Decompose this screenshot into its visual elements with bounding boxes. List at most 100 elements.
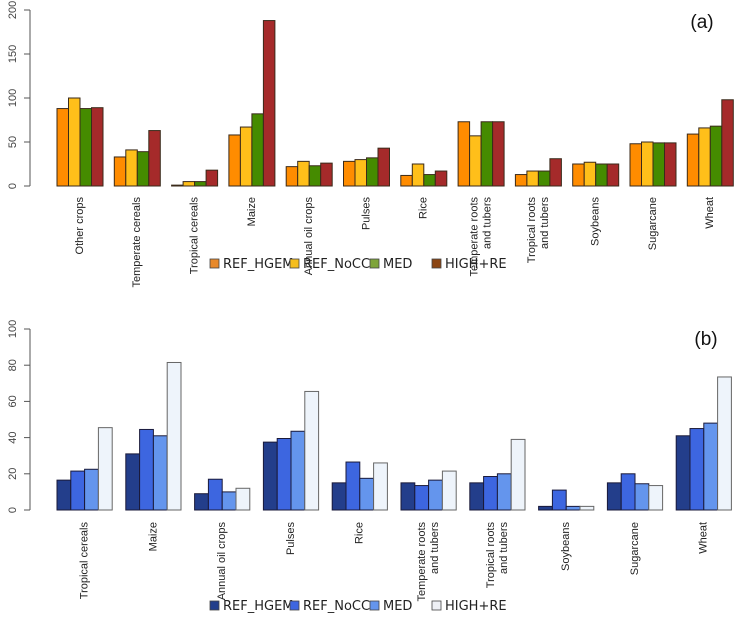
bar-high-re [166,361,182,511]
category-label: Sugarcane [647,197,659,250]
bar-med [152,435,168,511]
category-label: Tropical roots [526,197,538,264]
bar-high-re [664,142,677,187]
category-label: Soybeans [560,522,572,571]
category-label: and tubers [429,522,441,574]
category-label: Pulses [285,522,297,556]
category-label: Other crops [74,197,86,255]
bar-ref-hgem [469,482,485,511]
category-label: Wheat [698,522,710,554]
category-label: Temperate cereals [131,197,143,288]
bar-ref-hgem [262,441,278,511]
category-label: Rice [354,522,366,544]
legend-swatch [431,258,442,269]
y-tick-label: 40 [7,431,19,443]
bar-high-re [606,163,620,187]
bar-ref-hgem [675,435,691,511]
bar-med [136,151,150,187]
bar-ref-hgem [514,174,528,187]
legend-swatch [369,600,380,611]
bar-ref-nocc [70,470,86,511]
category-label: and tubers [482,197,494,249]
bar-ref-nocc [551,489,567,511]
bar-med [428,479,443,511]
bar-high-re [235,487,251,511]
bar-ref-hgem [125,453,141,511]
panel-label: (a) [690,12,713,33]
bar-ref-nocc [125,149,138,187]
bar-ref-nocc [354,159,367,187]
category-label: Annual oil crops [303,197,315,276]
bar-ref-hgem [56,479,72,511]
bar-ref-hgem [572,163,585,187]
bar-ref-nocc [641,141,654,187]
bar-med [359,477,375,511]
bar-high-re [549,158,562,187]
bar-high-re [721,99,734,187]
bar-ref-hgem [457,121,471,187]
bar-ref-nocc [469,135,482,187]
bar-ref-hgem [629,143,642,187]
bar-ref-nocc [276,438,292,511]
bar-ref-nocc [526,170,539,187]
y-tick-label: 200 [7,1,19,19]
bar-ref-nocc [182,181,196,187]
legend: REF_HGEM REF_NoCC MED HIGH+RE [209,257,507,272]
legend-label: REF_HGEM [223,599,294,614]
category-label: Wheat [704,197,716,229]
bar-high-re [262,20,276,187]
legend-label: REF_NoCC [303,257,370,272]
legend-label: MED [383,599,412,614]
bar-med [496,473,512,511]
legend-swatch [209,258,220,269]
category-label: and tubers [498,522,510,574]
bar-ref-nocc [583,161,597,187]
bar-ref-hgem [228,134,241,187]
bar-ref-hgem [56,108,69,187]
category-label: Maize [147,522,159,551]
y-tick-label: 0 [7,507,19,513]
bar-ref-hgem [171,184,184,187]
bar-high-re [717,376,732,511]
panel-a-chart: 0 50 100 150 200 Other crops Temperate cereals… [7,1,734,288]
bar-ref-nocc [239,126,253,187]
bar-med [652,142,665,187]
bar-ref-nocc [207,478,223,511]
bar-ref-nocc [68,97,81,187]
bar-med [290,430,306,511]
bar-high-re [304,390,320,511]
legend-label: REF_NoCC [303,599,370,614]
bar-ref-nocc [297,160,310,187]
category-label: Temperate roots [416,522,428,602]
bar-med [480,121,494,187]
bar-med [308,165,322,187]
bar-ref-hgem [686,133,700,187]
legend-label: REF_HGEM [223,257,294,272]
bar-high-re [492,121,505,187]
bar-med [634,483,650,511]
bar-med [423,174,436,187]
bar-med [709,125,723,187]
category-label: Annual oil crops [216,522,228,601]
bar-high-re [510,438,526,511]
bar-high-re [434,170,448,187]
bar-ref-nocc [414,485,430,511]
bar-ref-hgem [194,493,209,511]
legend-swatch [209,600,220,611]
bar-ref-nocc [483,476,498,511]
category-label: and tubers [539,197,551,249]
legend: REF_HGEM REF_NoCC MED HIGH+RE [209,599,507,614]
legend-swatch [431,600,442,611]
category-label: Tropical cereals [189,197,201,275]
y-tick-label: 80 [7,359,19,371]
bar-high-re [320,162,333,187]
bar-ref-hgem [343,160,356,187]
legend-label: MED [383,257,412,272]
bar-high-re [97,427,113,511]
bar-high-re [377,147,390,187]
bar-med [565,505,581,511]
bar-med [84,468,99,511]
bar-med [251,113,264,187]
bar-ref-hgem [606,482,622,511]
